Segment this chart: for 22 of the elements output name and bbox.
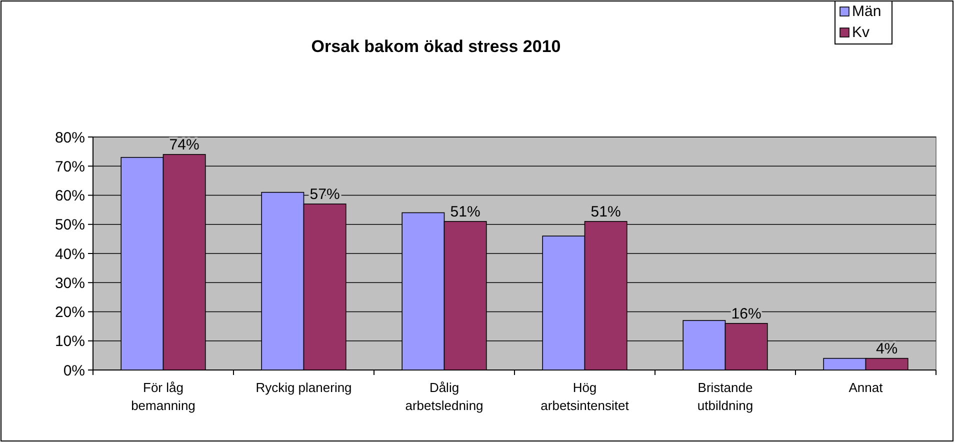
x-tick-label: Dålig arbetsledning <box>405 380 484 413</box>
y-tick-label: 70% <box>54 158 85 176</box>
y-tick-label: 20% <box>54 304 85 321</box>
legend-label: Män <box>852 3 882 20</box>
y-tick-label: 50% <box>54 216 85 234</box>
data-label: 51% <box>590 203 621 220</box>
x-tick-label: Bristande utbildning <box>697 380 754 413</box>
x-tick-label: För låg bemanning <box>131 380 196 413</box>
legend-label: Kv <box>852 24 870 41</box>
x-tick-label: Ryckig planering <box>256 380 352 395</box>
y-tick-label: 80% <box>54 129 85 146</box>
y-tick-label: 40% <box>54 246 85 263</box>
data-label: 4% <box>876 340 898 358</box>
x-tick-label: Hög arbetsintensitet <box>540 380 630 413</box>
data-label: 74% <box>169 136 200 154</box>
x-tick-label: Annat <box>848 380 884 395</box>
y-tick-label: 10% <box>54 333 85 350</box>
y-tick-label: 30% <box>54 274 85 292</box>
data-label: 51% <box>450 203 480 220</box>
chart-title: Orsak bakom ökad stress 2010 <box>311 37 561 56</box>
y-tick-label: 0% <box>63 362 85 380</box>
y-tick-label: 60% <box>54 188 85 204</box>
